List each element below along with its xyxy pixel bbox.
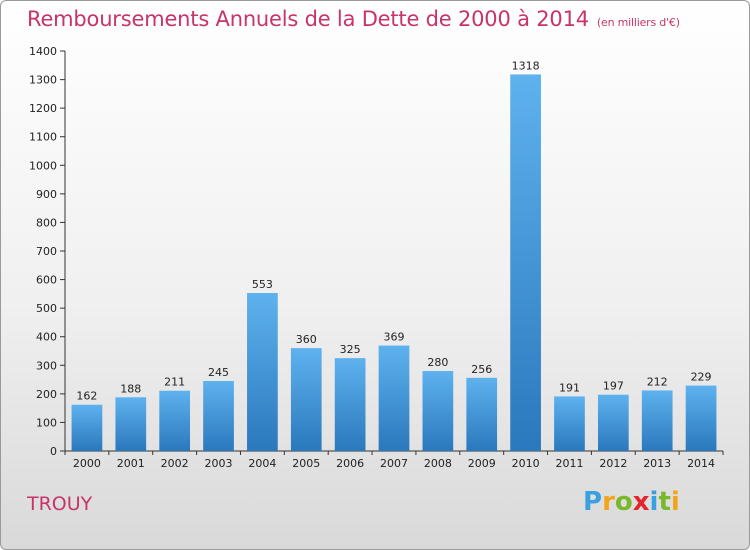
x-tick-label-2011: 2011 [555, 457, 583, 470]
value-label-2002: 211 [164, 376, 185, 389]
chart-bars [71, 74, 717, 451]
bar-2008 [422, 371, 454, 451]
value-label-2009: 256 [471, 363, 492, 376]
bar-2000 [71, 404, 103, 451]
value-label-2004: 553 [252, 278, 273, 291]
y-tick-label: 1400 [29, 45, 57, 58]
y-tick-label: 800 [36, 216, 57, 229]
value-label-2000: 162 [76, 390, 97, 403]
chart-axes: 0 100 200 300 400 500 600 700 800 900 1000 1100 1200… [29, 45, 724, 470]
x-tick-label-2014: 2014 [687, 457, 715, 470]
y-tick-label: 1200 [29, 102, 57, 115]
y-tick-label: 1000 [29, 159, 57, 172]
y-tick-label: 0 [50, 445, 57, 458]
bar-2001 [115, 397, 147, 451]
x-tick-label-2000: 2000 [73, 457, 101, 470]
logo-letter: r [602, 487, 615, 517]
bar-2014 [685, 385, 717, 451]
value-label-2012: 197 [603, 380, 624, 393]
x-tick-label-2003: 2003 [205, 457, 233, 470]
x-tick-label-2012: 2012 [599, 457, 627, 470]
value-label-2014: 229 [691, 371, 712, 384]
y-tick-label: 900 [36, 188, 57, 201]
bar-2011 [554, 396, 585, 451]
x-tick-label-2005: 2005 [292, 457, 320, 470]
logo-letter: o [614, 487, 633, 517]
x-tick-label-2009: 2009 [468, 457, 496, 470]
bar-2012 [597, 394, 629, 451]
bar-2010 [510, 74, 541, 451]
logo-letter: x [632, 487, 650, 517]
x-tick-label-2008: 2008 [424, 457, 452, 470]
chart-title-text: Remboursements Annuels de la Dette de 20… [27, 7, 589, 31]
y-tick-label: 400 [36, 331, 57, 344]
value-label-2011: 191 [559, 381, 580, 394]
y-tick-label: 200 [36, 388, 57, 401]
chart-value-labels: 162 188 211 245 553 360 325 369 280 256 1318 191 197… [76, 59, 711, 402]
x-tick-label-2001: 2001 [117, 457, 145, 470]
y-tick-label: 1300 [29, 74, 57, 87]
value-label-2006: 325 [340, 343, 361, 356]
bar-2002 [159, 390, 191, 451]
bar-2013 [641, 390, 673, 451]
bar-2009 [466, 377, 498, 451]
bar-2005 [290, 348, 322, 451]
y-tick-label: 1100 [29, 131, 57, 144]
x-tick-label-2007: 2007 [380, 457, 408, 470]
bar-2003 [203, 381, 234, 451]
x-tick-label-2004: 2004 [248, 457, 276, 470]
y-tick-label: 300 [36, 359, 57, 372]
bar-2004 [247, 293, 278, 451]
x-tick-label-2013: 2013 [643, 457, 671, 470]
value-label-2005: 360 [296, 333, 317, 346]
value-label-2003: 245 [208, 366, 229, 379]
value-label-2013: 212 [647, 375, 668, 388]
logo-letter: t [658, 487, 671, 517]
value-label-2007: 369 [384, 331, 405, 344]
logo-letter: P [583, 487, 603, 517]
chart-title: Remboursements Annuels de la Dette de 20… [27, 7, 680, 31]
x-tick-label-2006: 2006 [336, 457, 364, 470]
proxiti-logo: Proxiti [583, 487, 680, 517]
value-label-2001: 188 [120, 382, 141, 395]
x-tick-label-2010: 2010 [512, 457, 540, 470]
x-tick-label-2002: 2002 [161, 457, 189, 470]
logo-letter: i [670, 487, 680, 517]
y-tick-label: 500 [36, 302, 57, 315]
y-tick-label: 600 [36, 274, 57, 287]
value-label-2008: 280 [427, 356, 448, 369]
chart-subtitle: (en milliers d'€) [596, 16, 680, 29]
bar-2006 [334, 358, 366, 451]
bar-2007 [378, 345, 410, 451]
value-label-2010: 1318 [512, 59, 540, 72]
y-tick-label: 100 [36, 416, 57, 429]
y-tick-label: 700 [36, 245, 57, 258]
commune-name: TROUY [27, 493, 93, 515]
logo-letter: i [649, 487, 659, 517]
